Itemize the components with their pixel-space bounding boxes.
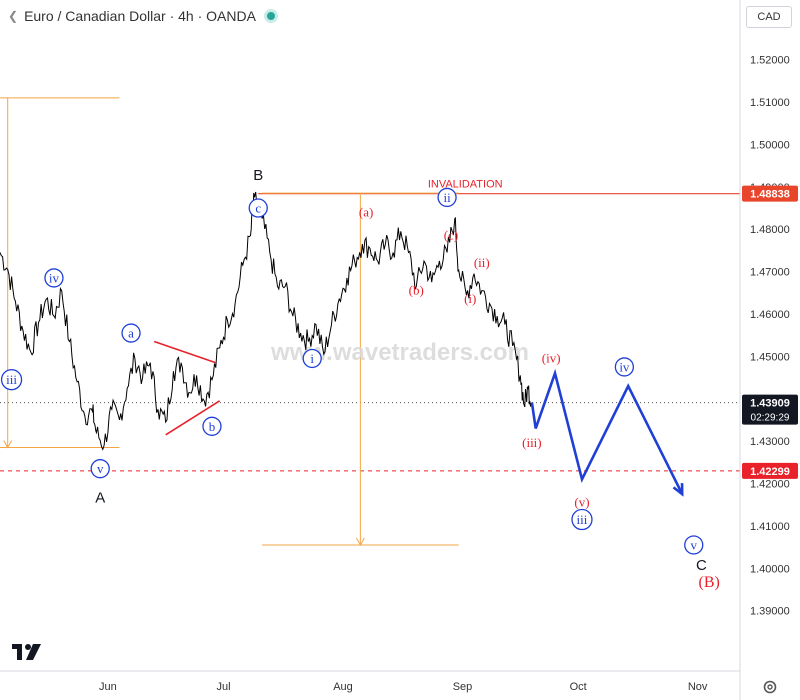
- wave-label-circle: [0, 369, 23, 391]
- horizontal-levels: INVALIDATION: [0, 179, 740, 472]
- wave-label-circle: [90, 459, 110, 479]
- wave-label: (i): [464, 291, 476, 306]
- invalidation-label: INVALIDATION: [428, 179, 503, 191]
- collapse-chevron-icon[interactable]: ❮: [8, 9, 19, 23]
- wave-label: b: [209, 419, 216, 434]
- wave-label: iv: [49, 270, 60, 285]
- wave-label: iii: [6, 372, 17, 387]
- wave-label-circle: [302, 348, 322, 369]
- candle-countdown: 02:29:29: [751, 413, 790, 424]
- wave-label: v: [691, 537, 698, 552]
- price-line: [0, 191, 533, 451]
- y-tick-label: 1.43000: [750, 436, 790, 448]
- support-price-tag-bg: [742, 462, 798, 479]
- projection-arrow-head: [672, 483, 684, 497]
- wave-label: (ii): [474, 255, 490, 270]
- invalidation-price-tag-bg: [742, 185, 798, 202]
- wave-label: (B): [699, 574, 720, 591]
- y-tick-label: 1.50000: [750, 139, 790, 151]
- wave-label-circle: [437, 187, 457, 208]
- y-tick-label: 1.39000: [750, 606, 790, 618]
- wave-label-circle: [571, 508, 593, 531]
- wave-label-circle: [202, 416, 222, 436]
- wave-label: iii: [577, 512, 588, 527]
- wave-label: (v): [574, 495, 589, 510]
- chart-header: ❮ Euro / Canadian Dollar · 4h · OANDA: [8, 6, 278, 26]
- wave-label: A: [95, 489, 105, 506]
- wave-label: (c): [444, 228, 458, 243]
- triangle-boundary-line: [165, 400, 221, 436]
- y-tick-label: 1.48000: [750, 224, 790, 236]
- wave-label: c: [255, 201, 261, 216]
- support-price-tag: 1.42299: [750, 466, 790, 478]
- wave-label: a: [128, 326, 134, 341]
- y-tick-label: 1.45000: [750, 351, 790, 363]
- wave-label: ii: [443, 190, 451, 205]
- price-series: [0, 191, 533, 451]
- x-tick-label: Aug: [333, 681, 353, 693]
- x-tick-label: Oct: [570, 681, 587, 693]
- last-price-tag-bg: [742, 394, 798, 425]
- y-tick-label: 1.46000: [750, 309, 790, 321]
- time-axis: Jun Jul Aug Sep Oct Nov: [0, 670, 740, 693]
- y-tick-label: 1.52000: [750, 55, 790, 67]
- projection-path: [530, 368, 684, 497]
- triangle-lines: [153, 340, 221, 436]
- invalidation-price-tag: 1.48838: [750, 189, 790, 201]
- triangle-boundary-line: [153, 340, 217, 364]
- currency-button[interactable]: CAD: [746, 6, 792, 28]
- wave-label: B: [253, 167, 263, 184]
- y-tick-label: 1.51000: [750, 97, 790, 109]
- market-status-icon: [263, 9, 278, 23]
- wave-labels: Bcii(a)(c)(ii)(b)(i)iiviiiabvA(iv)(iii)(…: [0, 167, 720, 591]
- y-tick-label: 1.40000: [750, 563, 790, 575]
- price-axis-panel: [740, 0, 800, 700]
- last-price-tag: 1.43909: [750, 398, 790, 410]
- y-tick-label: 1.42000: [750, 479, 790, 491]
- projection-zigzag: [530, 368, 684, 495]
- wave-label: v: [97, 461, 104, 476]
- wave-label: (iv): [542, 350, 561, 365]
- gear-icon[interactable]: [762, 679, 778, 695]
- wave-label: (a): [359, 204, 373, 219]
- fib-measures: [0, 97, 459, 546]
- x-tick-label: Jul: [217, 681, 231, 693]
- fib-arrow-head: [355, 537, 365, 546]
- x-tick-label: Nov: [688, 681, 708, 693]
- wave-label-circle: [248, 198, 268, 218]
- x-tick-label: Sep: [453, 681, 473, 693]
- wave-label-circle: [684, 535, 704, 555]
- price-axis: 1.390001.400001.410001.420001.430001.440…: [739, 0, 800, 700]
- wave-label-circle: [121, 323, 141, 343]
- tradingview-logo-icon: [12, 644, 41, 660]
- symbol-title: Euro / Canadian Dollar · 4h · OANDA: [24, 8, 256, 24]
- wave-label: iv: [619, 359, 630, 374]
- y-tick-label: 1.47000: [750, 267, 790, 279]
- wave-label: C: [696, 557, 707, 574]
- wave-label: (b): [409, 283, 424, 298]
- x-tick-label: Jun: [99, 681, 117, 693]
- y-tick-label: 1.41000: [750, 521, 790, 533]
- wave-label-circle: [614, 357, 635, 377]
- wave-label: i: [310, 351, 314, 366]
- wave-label-circle: [44, 268, 64, 288]
- wave-label: (iii): [522, 435, 542, 450]
- fib-arrow-head: [3, 440, 13, 449]
